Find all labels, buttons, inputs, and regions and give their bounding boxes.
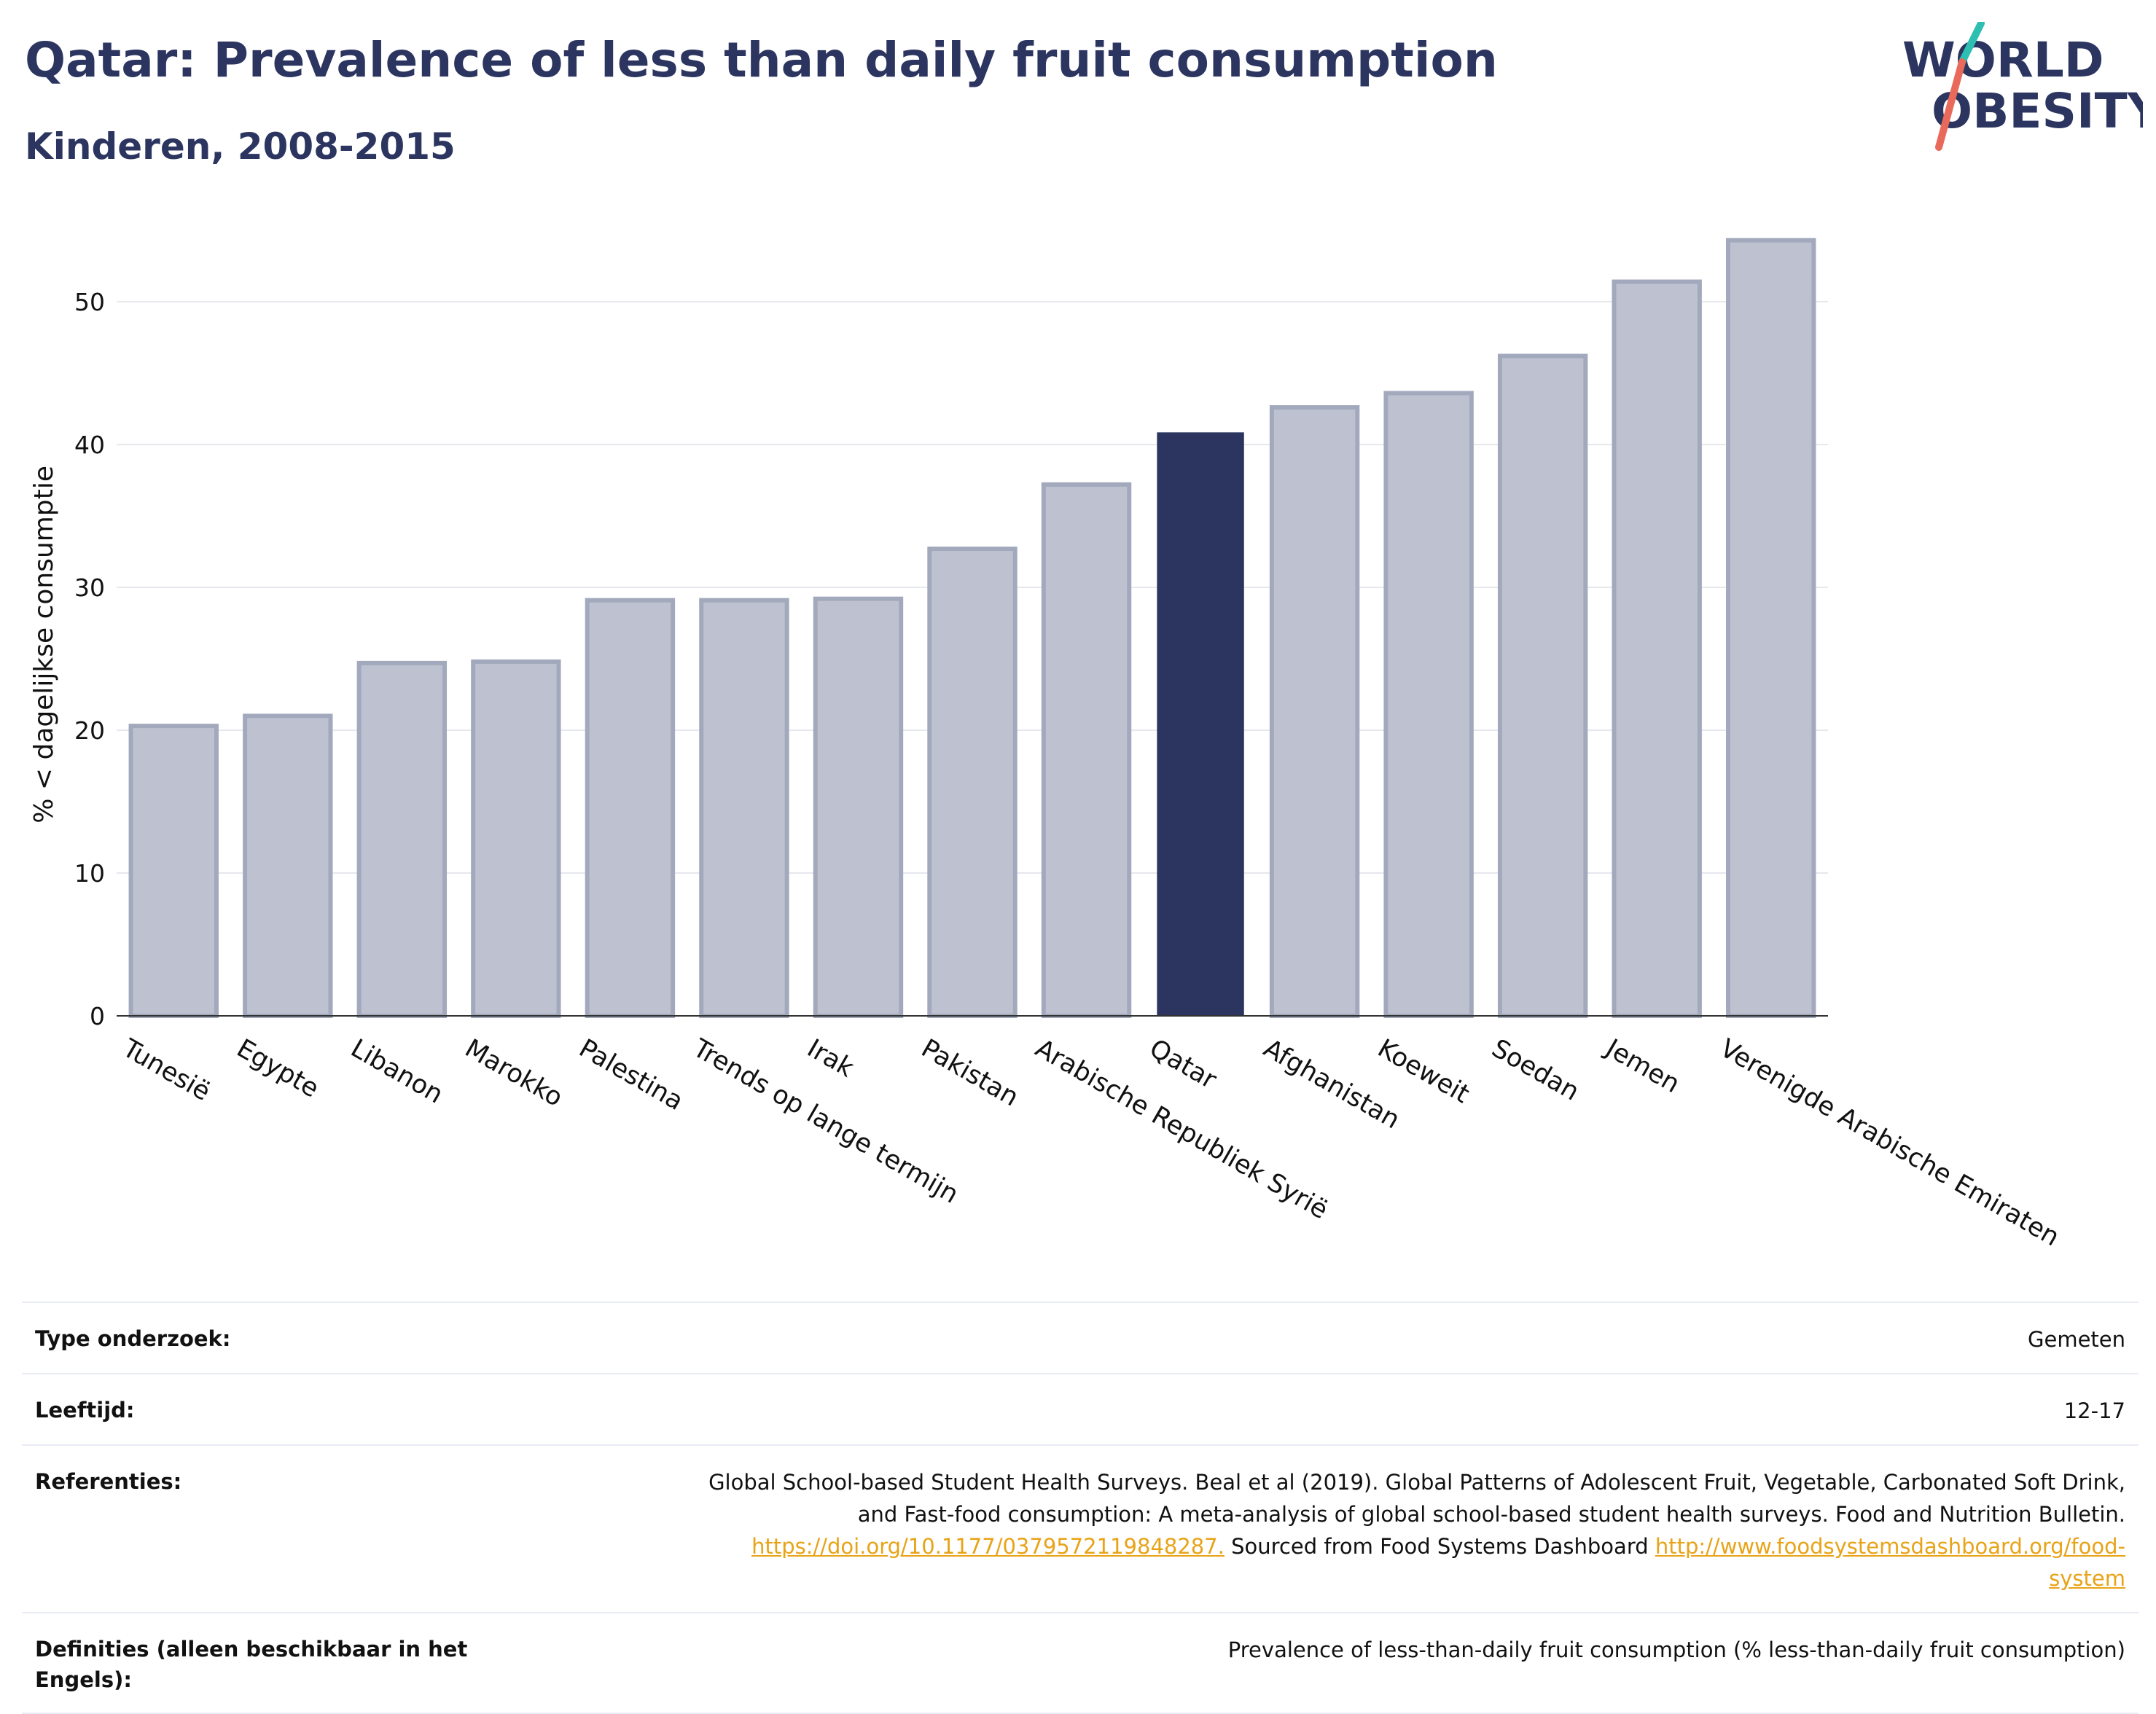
bar-pakistan[interactable] (927, 547, 1018, 1018)
age-value: 12-17 (2063, 1398, 2125, 1423)
page-subtitle: Kinderen, 2008-2015 (25, 125, 456, 168)
info-table: Type onderzoek: Gemeten Leeftijd: 12-17 … (22, 1302, 2139, 1714)
food-systems-link-part1[interactable]: http://www.foodsystemsdashboard.org/food… (1655, 1534, 2125, 1559)
y-axis-ticks: 0 10 20 30 40 50 (74, 288, 105, 1030)
info-row-references: Referenties: Global School-based Student… (22, 1444, 2139, 1612)
y-tick-label: 0 (90, 1002, 105, 1030)
bars (128, 238, 1816, 1019)
logo-slash-coral (1935, 58, 1966, 151)
bar-trends-op-lange-termijn[interactable] (699, 598, 789, 1018)
doi-link[interactable]: https://doi.org/10.1177/0379572119848287… (751, 1534, 1225, 1559)
references-line-1: Global School-based Student Health Surve… (708, 1470, 2125, 1495)
definitions-value: Prevalence of less-than-daily fruit cons… (1227, 1637, 2125, 1662)
x-tick-label: Tunesië (117, 1033, 216, 1107)
x-tick-label: Verenigde Arabische Emiraten (1715, 1034, 2064, 1253)
logo-text-world: WORLD (1902, 32, 2104, 88)
y-axis-label: % < dagelijkse consumptie (29, 466, 59, 823)
references-line-2: and Fast-food consumption: A meta-analys… (857, 1502, 2125, 1527)
y-tick-label: 30 (74, 574, 105, 602)
bar-arabische-republiek-syri-[interactable] (1041, 482, 1132, 1018)
logo-text-obesity: OBESITY (1932, 83, 2143, 139)
bar-koeweit[interactable] (1383, 391, 1474, 1018)
x-tick-label: Pakistan (916, 1034, 1023, 1113)
x-tick-label: Libanon (345, 1034, 448, 1110)
y-tick-label: 50 (74, 288, 105, 316)
page-title: Qatar: Prevalence of less than daily fru… (25, 32, 1498, 88)
survey-type-value: Gemeten (2028, 1327, 2125, 1352)
bar-marokko[interactable] (471, 659, 561, 1018)
bar-tunesi-[interactable] (128, 724, 219, 1018)
bar-afghanistan[interactable] (1269, 405, 1360, 1018)
bar-libanon[interactable] (356, 660, 448, 1018)
info-row-definitions: Definities (alleen beschikbaar in het En… (22, 1612, 2139, 1714)
x-tick-label: Palestina (574, 1034, 688, 1116)
info-row-survey-type: Type onderzoek: Gemeten (22, 1302, 2139, 1373)
x-tick-label: Egypte (232, 1034, 324, 1104)
bar-qatar[interactable] (1157, 432, 1244, 1017)
bar-irak[interactable] (813, 596, 904, 1018)
info-row-age: Leeftijd: 12-17 (22, 1373, 2139, 1444)
food-systems-link-part2[interactable]: system (2049, 1566, 2125, 1591)
references-label: Referenties: (35, 1469, 182, 1494)
x-tick-label: Koeweit (1372, 1034, 1474, 1110)
bar-palestina[interactable] (585, 598, 676, 1018)
x-axis-ticks: Tunesië Egypte Libanon Marokko Palestina Tren… (117, 1033, 2064, 1253)
x-tick-label: Irak (802, 1034, 859, 1084)
y-tick-label: 40 (74, 431, 105, 459)
x-tick-label: Marokko (460, 1034, 568, 1113)
bar-egypte[interactable] (243, 713, 333, 1019)
age-label: Leeftijd: (35, 1398, 135, 1423)
x-tick-label: Qatar (1144, 1034, 1222, 1095)
survey-type-label: Type onderzoek: (35, 1326, 231, 1351)
y-tick-label: 20 (74, 716, 105, 745)
x-tick-label: Jemen (1600, 1033, 1685, 1099)
references-value: Global School-based Student Health Surve… (708, 1466, 2125, 1594)
bar-verenigde-arabische-emiraten[interactable] (1726, 238, 1816, 1019)
world-obesity-logo: WORLD OBESITY (1902, 22, 2143, 151)
bar-soedan[interactable] (1497, 353, 1588, 1019)
y-tick-label: 10 (74, 859, 105, 888)
definitions-label: Definities (alleen beschikbaar in het En… (35, 1637, 468, 1692)
x-tick-label: Soedan (1487, 1034, 1584, 1107)
logo-slash-teal (1958, 22, 1985, 66)
references-source-text: Sourced from Food Systems Dashboard (1224, 1534, 1655, 1559)
bar-jemen[interactable] (1612, 279, 1702, 1018)
